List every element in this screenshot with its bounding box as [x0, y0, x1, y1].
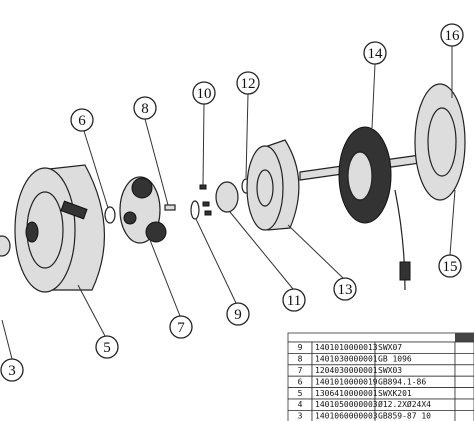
part-nut: [0, 235, 11, 257]
part-hub-label: [60, 200, 88, 220]
callout-circle: [169, 315, 193, 339]
table-cell-text: 1401010000019: [315, 377, 378, 386]
callout-label: 10: [197, 86, 212, 102]
table-cell-text: GB859-87 10: [378, 412, 431, 421]
table-header-dark: [455, 333, 474, 342]
table-cell: [454, 375, 474, 389]
callout-circle: [192, 81, 216, 105]
callout-label: 3: [8, 363, 16, 379]
table-cell-text: 1401050000003: [315, 400, 378, 409]
table-header: [287, 332, 474, 343]
callout-label: 7: [177, 320, 185, 336]
table-cell-text: 9: [298, 343, 303, 352]
callouts: 16 14 12 10 8 6 11 13 9 7 5 3 15: [0, 23, 464, 382]
leader: [449, 189, 456, 256]
table-cell: [454, 341, 474, 354]
part-gear-c: [123, 211, 137, 225]
callout-label: 15: [443, 259, 458, 275]
drawing: [0, 83, 466, 293]
table-cell-text: GB894.1-86: [378, 377, 426, 386]
part-screw: [202, 201, 210, 207]
callout-circle: [363, 41, 387, 65]
leader: [83, 130, 109, 209]
callout-label: 9: [234, 307, 242, 323]
part-hub-face: [14, 167, 76, 293]
part-hub-bearing: [25, 221, 39, 243]
callout-circle: [236, 71, 260, 95]
leader: [287, 224, 344, 279]
callout-label: 6: [78, 113, 86, 129]
callout-label: 5: [103, 340, 111, 356]
part-key: [164, 204, 176, 211]
table-cell-text: 7: [298, 366, 303, 375]
callout-circle: [95, 335, 119, 359]
callout-label: 12: [241, 76, 256, 92]
part-ring: [190, 200, 200, 220]
callout-circle: [333, 277, 357, 301]
table-cell: [454, 352, 474, 366]
table-cell-text: SWX07: [378, 343, 402, 352]
callout-circle: [70, 108, 94, 132]
table-cell-text: 6: [298, 377, 303, 386]
table-cell-text: 5: [298, 389, 303, 398]
part-rotor-hole: [256, 169, 274, 207]
callout-label: 16: [445, 28, 461, 44]
table-cell-text: 8: [298, 355, 303, 364]
leader: [149, 239, 181, 317]
callout-label: 14: [368, 46, 384, 62]
table-cell: [454, 387, 474, 400]
table-cell-text: 1401030000001: [315, 355, 378, 364]
leader: [371, 63, 376, 129]
part-circlip: [104, 206, 116, 224]
parts-table: 9 1401010000013 SWX07 8 1401030000001 GB 1096…: [287, 332, 474, 421]
leader: [1, 319, 13, 360]
leaders: [1, 46, 456, 360]
leader: [77, 284, 106, 337]
callout-label: 11: [287, 293, 301, 309]
table-cell-text: GB 1096: [378, 355, 412, 364]
callout-circle: [133, 96, 157, 120]
part-screw: [204, 210, 212, 216]
callout-circle: [440, 23, 464, 47]
table-cell-text: 1401010000013: [315, 343, 378, 352]
table-cell-text: SWX03: [378, 366, 402, 375]
table-cell-text: 4: [298, 400, 303, 409]
table-cell-text: 1401060000003: [315, 412, 378, 421]
leader: [195, 218, 237, 304]
table-cell-text: SWXK201: [378, 389, 412, 398]
leader: [245, 93, 249, 179]
part-gear-a: [131, 177, 153, 199]
table-cell: [454, 409, 474, 421]
part-cover: [414, 83, 466, 201]
part-cover-inner: [427, 107, 457, 177]
part-rotor-face: [246, 145, 284, 231]
callout-circle: [0, 358, 24, 382]
part-sun-gear: [215, 181, 239, 213]
table-cell-text: 3: [298, 412, 303, 421]
callout-circle: [226, 302, 250, 326]
callout-circle: [282, 288, 306, 312]
part-stator-core: [347, 151, 373, 201]
table-cell-text: Ø12.2XØ24X4: [378, 399, 431, 409]
table-cell-text: 1306410000001: [315, 389, 378, 398]
leader: [144, 118, 169, 206]
leader: [202, 103, 205, 186]
callout-circle: [438, 254, 462, 278]
part-gear-b: [145, 221, 167, 243]
part-screw: [199, 184, 207, 190]
table-cell-text: 1204030000001: [315, 366, 378, 375]
leader: [229, 211, 294, 290]
table-cell: [454, 398, 474, 411]
part-connector: [399, 261, 411, 281]
callout-label: 8: [141, 101, 149, 117]
callout-label: 13: [338, 282, 353, 298]
table-cell: [454, 364, 474, 377]
